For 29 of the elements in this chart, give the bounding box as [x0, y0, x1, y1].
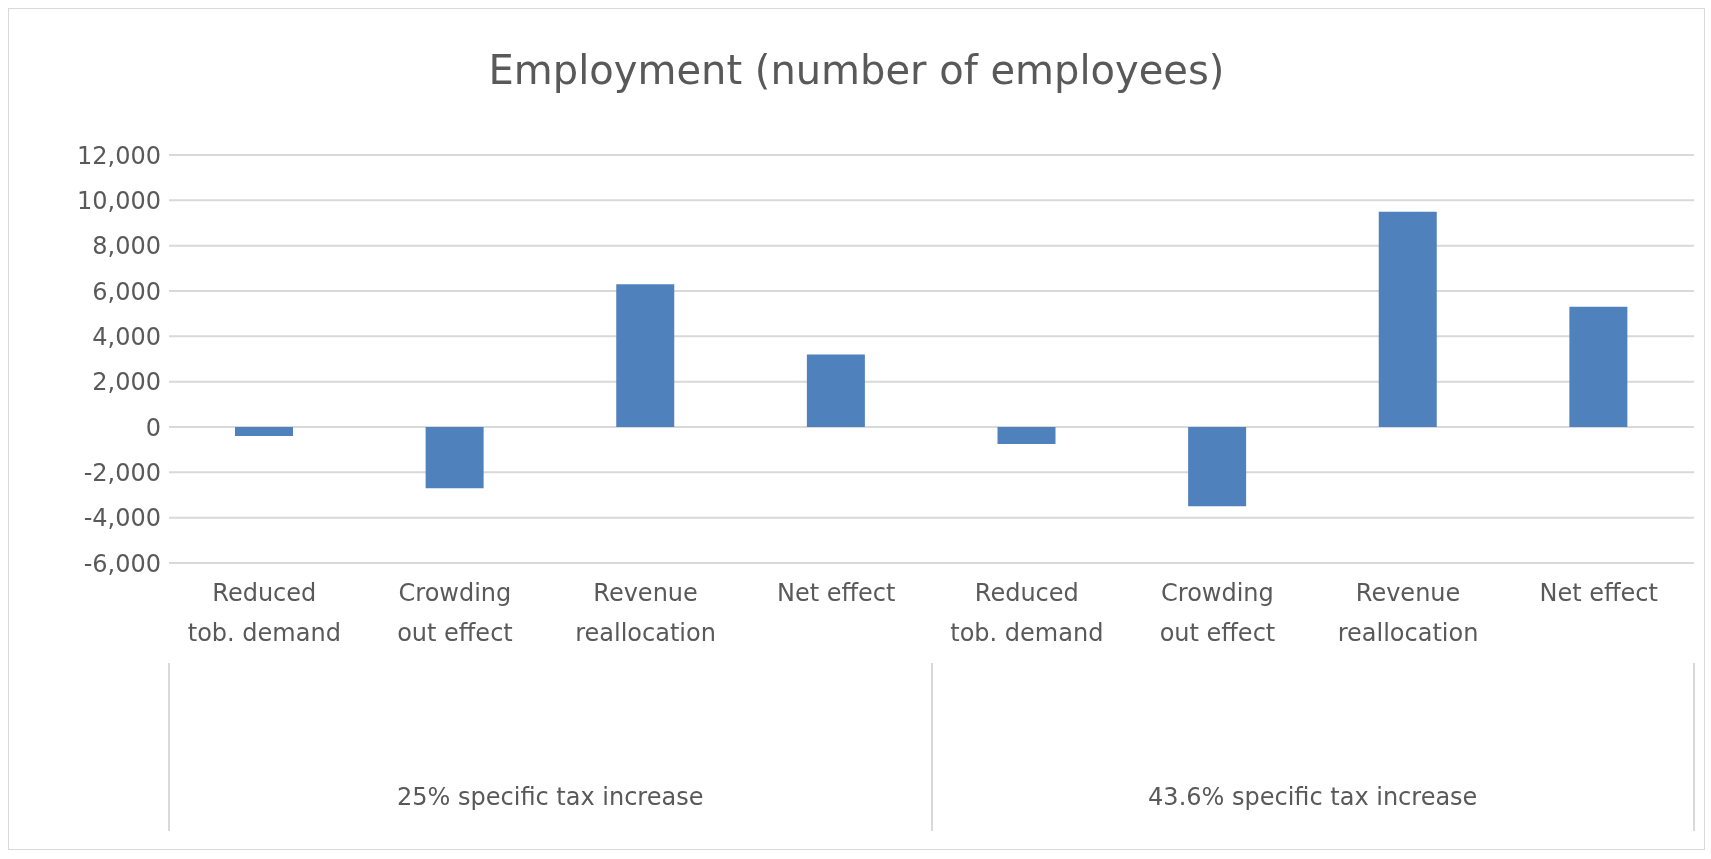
x-tick-label: Reduced tob. demand [950, 579, 1104, 647]
bar [1378, 211, 1437, 427]
x-tick-label: Net effect [1539, 579, 1658, 607]
bar [997, 427, 1056, 444]
x-tick-label: Crowding out effect [397, 579, 513, 647]
bar [616, 284, 675, 427]
y-tick-label: 12,000 [77, 141, 161, 170]
x-tick-label: Crowding out effect [1159, 579, 1276, 647]
x-tick-label: Net effect [776, 579, 896, 607]
y-tick-label: 2,000 [92, 368, 161, 397]
y-tick-label: 8,000 [92, 232, 161, 261]
text: 25% specific tax increase [396, 783, 705, 811]
y-tick-label: -2,000 [83, 458, 161, 487]
y-tick-label: 0 [145, 413, 161, 442]
x-tick-label: Revenue reallocation [575, 579, 716, 647]
bar [1569, 306, 1628, 427]
bar [1188, 427, 1247, 507]
chart-title: Employment (number of employees) [487, 47, 1226, 93]
y-tick-label: 4,000 [92, 322, 161, 351]
y-tick-label: 10,000 [77, 186, 161, 215]
y-tick-label: -6,000 [83, 549, 161, 578]
x-tick-label: Reduced tob. demand [187, 579, 341, 647]
bar [425, 427, 484, 489]
bar [806, 354, 865, 427]
y-tick-label: -4,000 [83, 504, 161, 533]
x-tick-label: Revenue reallocation [1337, 579, 1479, 647]
y-tick-label: 6,000 [92, 277, 161, 306]
bar [235, 427, 293, 437]
text: 43.6% specific tax increase [1147, 783, 1479, 811]
